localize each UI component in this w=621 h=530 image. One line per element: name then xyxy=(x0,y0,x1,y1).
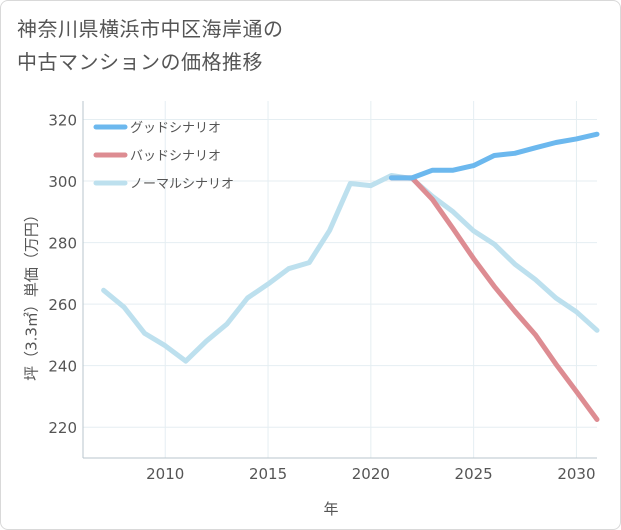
y-tick-label-220: 220 xyxy=(48,419,77,437)
x-tick-label-2015: 2015 xyxy=(249,465,287,483)
x-tick-label-2010: 2010 xyxy=(146,465,184,483)
axis-layer: 220 240 260 280 300 320 2010 2015 2020 2025 2030 xyxy=(48,101,597,483)
series-line-1 xyxy=(388,175,600,422)
series-line-2 xyxy=(101,173,600,364)
y-tick-label-320: 320 xyxy=(48,111,77,129)
chart-title-line1: 神奈川県横浜市中区海岸通の xyxy=(17,17,284,41)
x-tick-label-2020: 2020 xyxy=(352,465,390,483)
series-line-0 xyxy=(388,131,600,181)
legend-label-1: バッドシナリオ xyxy=(130,149,221,164)
legend-label-0: グッドシナリオ xyxy=(130,121,221,136)
x-axis-label: 年 xyxy=(323,500,338,518)
x-tick-label-2030: 2030 xyxy=(557,465,595,483)
legend-label-2: ノーマルシナリオ xyxy=(130,177,234,192)
series-layer xyxy=(101,131,600,422)
y-tick-label-280: 280 xyxy=(48,235,77,253)
x-tick-label-2025: 2025 xyxy=(455,465,493,483)
y-tick-label-260: 260 xyxy=(48,296,77,314)
y-tick-label-240: 240 xyxy=(48,358,77,376)
y-tick-label-300: 300 xyxy=(48,173,77,191)
chart-title: 神奈川県横浜市中区海岸通の 中古マンションの価格推移 xyxy=(17,13,437,79)
chart-title-line2: 中古マンションの価格推移 xyxy=(17,50,263,74)
